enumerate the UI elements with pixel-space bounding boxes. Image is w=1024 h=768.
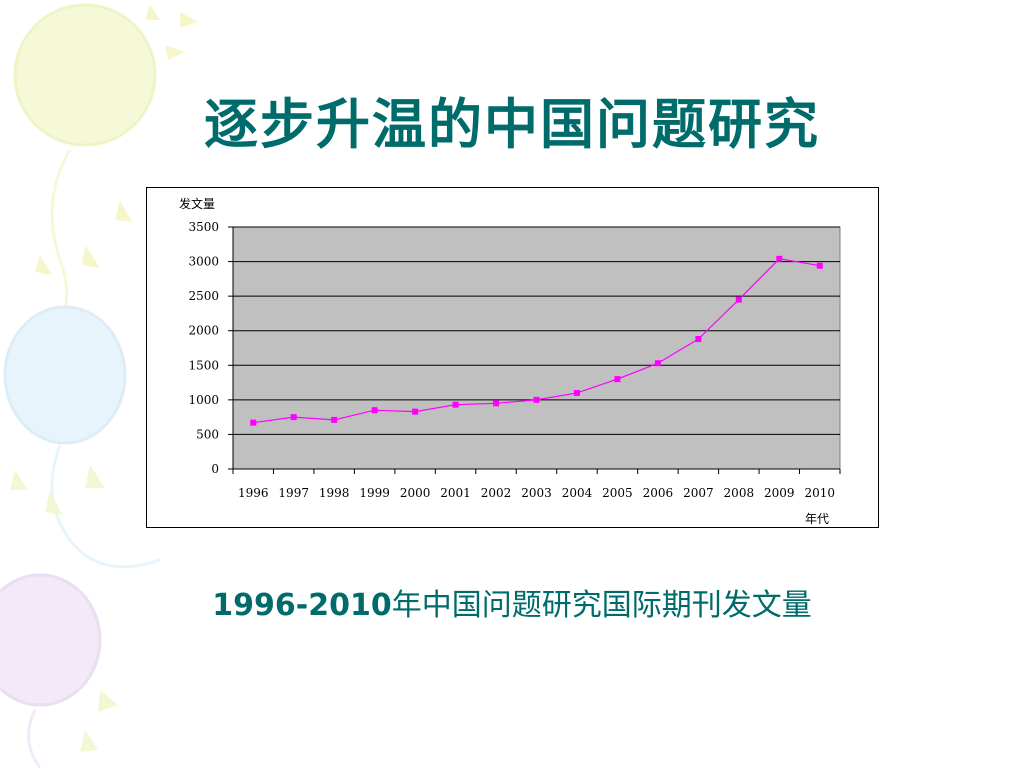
y-tick-label: 1500 — [188, 358, 219, 372]
x-tick-label: 2009 — [764, 486, 795, 500]
yellow-balloon — [13, 3, 157, 147]
chart-caption: 1996-2010年中国问题研究国际期刊发文量 — [0, 580, 1024, 624]
plot-area — [232, 226, 841, 470]
data-point — [412, 408, 419, 415]
data-point — [573, 389, 580, 396]
slide-title: 逐步升温的中国问题研究 — [204, 93, 820, 156]
data-point — [371, 407, 378, 414]
data-point — [776, 255, 783, 262]
y-tick-label: 0 — [211, 462, 219, 476]
x-tick-label: 2008 — [724, 486, 755, 500]
y-tick-label: 3500 — [188, 220, 219, 234]
line-chart: 0 500 1000 1500 2000 2500 3000 3500 1996 1997 1998… — [179, 196, 841, 526]
x-tick-label: 2004 — [562, 486, 593, 500]
caption-text: 年中国问题研究国际期刊发文量 — [391, 588, 812, 623]
caption-years: 1996-2010 — [212, 588, 392, 623]
data-point — [533, 396, 540, 403]
x-tick-label: 2005 — [602, 486, 633, 500]
data-point — [250, 419, 257, 426]
y-axis-title: 发文量 — [179, 196, 215, 211]
x-tick-label: 2006 — [643, 486, 674, 500]
data-point — [493, 400, 500, 407]
x-tick-label: 1999 — [359, 486, 390, 500]
x-tick-label: 2007 — [683, 486, 714, 500]
data-point — [654, 360, 661, 367]
blue-balloon — [3, 305, 127, 445]
y-tick-label: 500 — [196, 427, 219, 441]
y-tick-label: 3000 — [188, 255, 219, 269]
x-tick-label: 1997 — [278, 486, 309, 500]
x-tick-label: 2000 — [400, 486, 431, 500]
chart-frame: 0 500 1000 1500 2000 2500 3000 3500 1996 1997 1998… — [146, 187, 879, 528]
x-tick-label: 1998 — [319, 486, 350, 500]
data-point — [816, 262, 823, 269]
data-point — [331, 416, 338, 423]
x-tick-label: 1996 — [238, 486, 269, 500]
x-tick-label: 2003 — [521, 486, 552, 500]
y-tick-label: 1000 — [188, 393, 219, 407]
x-tick-label: 2001 — [440, 486, 471, 500]
x-axis-title: 年代 — [805, 512, 829, 526]
data-point — [735, 296, 742, 303]
data-point — [452, 401, 459, 408]
data-point — [695, 336, 702, 343]
data-point — [614, 376, 621, 383]
y-tick-label: 2500 — [188, 289, 219, 303]
x-tick-label: 2002 — [481, 486, 512, 500]
purple-balloon — [0, 573, 102, 707]
data-point — [290, 414, 297, 421]
y-tick-label: 2000 — [188, 324, 219, 338]
x-tick-label: 2010 — [804, 486, 835, 500]
